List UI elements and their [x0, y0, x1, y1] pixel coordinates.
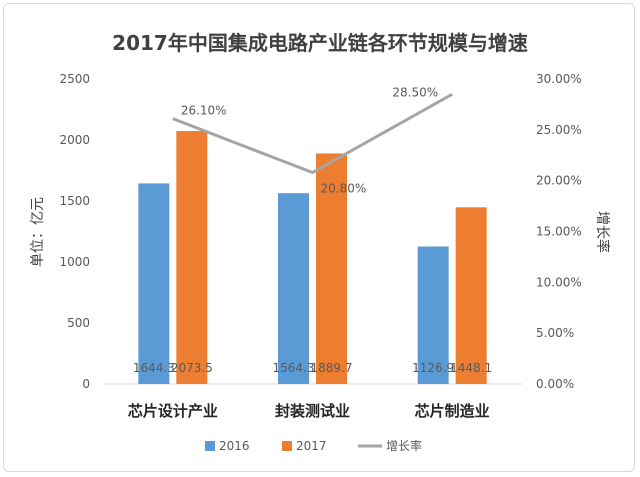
- growth-line-group: 26.10% 20.80% 28.50%: [172, 85, 453, 196]
- legend-swatch-2017: [282, 441, 292, 451]
- y2-tick-label: 10.00%: [536, 275, 582, 289]
- y2-tick-label: 20.00%: [536, 174, 582, 188]
- y-tick-label: 2500: [59, 72, 90, 86]
- y-tick-label: 1500: [59, 194, 90, 208]
- growth-rate-label: 26.10%: [181, 104, 227, 118]
- y-tick-label: 1000: [59, 255, 90, 269]
- bar-2016: [138, 183, 170, 384]
- bar-data-label: 1448.1: [450, 361, 492, 375]
- legend-label-growth: 增长率: [386, 438, 422, 453]
- bar-data-label: 2073.5: [171, 361, 213, 375]
- y2-tick-label: 0.00%: [536, 377, 574, 391]
- growth-rate-label: 28.50%: [392, 85, 438, 99]
- bar-2017: [316, 153, 347, 384]
- y2-tick-label: 25.00%: [536, 123, 582, 137]
- y-tick-label: 2000: [59, 133, 90, 147]
- y-tick-label: 500: [67, 316, 90, 330]
- legend-label-2017: 2017: [296, 439, 327, 453]
- bar-data-label: 1644.3: [133, 361, 175, 375]
- growth-rate-label: 20.80%: [321, 182, 367, 196]
- bar-data-label: 1126.9: [412, 361, 454, 375]
- x-category-label: 芯片设计产业: [128, 402, 218, 420]
- bar-2017: [455, 207, 487, 384]
- left-axis: 0 500 1000 1500 2000 2500: [59, 72, 90, 391]
- bar-2016: [278, 193, 309, 384]
- legend: 2016 2017 增长率: [205, 438, 422, 453]
- legend-swatch-2016: [205, 441, 215, 451]
- y2-tick-label: 5.00%: [536, 326, 574, 340]
- bar-2017: [176, 131, 208, 384]
- y2-tick-label: 15.00%: [536, 225, 582, 239]
- right-axis: 0.00% 5.00% 10.00% 15.00% 20.00% 25.00% 30.00%: [536, 72, 582, 391]
- growth-rate-line: [172, 92, 453, 175]
- x-category-label: 芯片制造业: [415, 402, 490, 420]
- category-labels: 芯片设计产业 封装测试业 芯片制造业: [128, 402, 490, 420]
- bar-data-label: 1564.3: [273, 361, 315, 375]
- y2-axis-label: 增长率: [594, 211, 611, 253]
- x-category-label: 封装测试业: [275, 402, 350, 420]
- y-axis-label: 单位：亿元: [30, 197, 46, 267]
- legend-label-2016: 2016: [219, 439, 250, 453]
- chart-title: 2017年中国集成电路产业链各环节规模与增速: [112, 31, 528, 55]
- bar-series-group: [138, 131, 487, 384]
- bar-2016: [417, 246, 449, 384]
- y2-tick-label: 30.00%: [536, 72, 582, 86]
- y-tick-label: 0: [82, 377, 90, 391]
- bar-data-label: 1889.7: [311, 361, 353, 375]
